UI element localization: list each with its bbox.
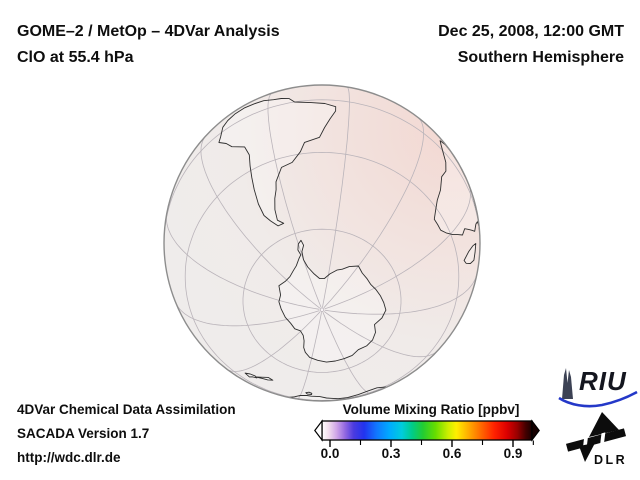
riu-logo-text: RIU — [579, 366, 627, 396]
graticule-lines — [163, 86, 481, 401]
riu-logo-graphic — [558, 368, 638, 408]
colorbar-right-arrow — [531, 419, 540, 442]
plot-region: Southern Hemisphere — [457, 49, 624, 66]
colorbar-scale — [314, 419, 540, 447]
footer-url-label: http://wdc.dlr.de — [17, 450, 121, 465]
colorbar-tick-labels: 0.0 0.3 0.6 0.9 — [314, 446, 548, 462]
globe-disc — [163, 85, 481, 402]
footer-assimilation-label: 4DVar Chemical Data Assimilation — [17, 402, 236, 417]
riu-swoosh-icon — [558, 390, 638, 408]
plot-datetime-block: Dec 25, 2008, 12:00 GMT Southern Hemisph… — [438, 19, 624, 71]
colorbar-tick-label: 0.3 — [381, 446, 401, 461]
colorbar-left-arrow — [314, 419, 323, 442]
colorbar-title: Volume Mixing Ratio [ppbv] — [342, 402, 520, 417]
colorbar-ticks — [329, 440, 534, 447]
colorbar-tick-label: 0.9 — [503, 446, 523, 461]
dlr-top-triangle — [589, 412, 619, 437]
colorbar-gradient-bar — [321, 420, 533, 441]
riu-logo: RIU — [558, 365, 638, 409]
dlr-logo-text: DLR — [594, 453, 628, 467]
dlr-bottom-triangle — [579, 443, 595, 462]
dlr-logo-graphic — [565, 412, 627, 462]
plot-datetime: Dec 25, 2008, 12:00 GMT — [438, 23, 624, 40]
dlr-logo: DLR — [564, 409, 638, 469]
footer-version-label: SACADA Version 1.7 — [17, 426, 150, 441]
colorbar-tick-label: 0.0 — [320, 446, 340, 461]
dlr-band-gap-2 — [600, 432, 606, 445]
plot-title-block: GOME–2 / MetOp – 4DVar Analysis ClO at 5… — [17, 19, 280, 71]
plot-title-line2: ClO at 55.4 hPa — [17, 49, 134, 66]
plot-title-line1: GOME–2 / MetOp – 4DVar Analysis — [17, 23, 280, 40]
cathedral-icon — [562, 368, 573, 399]
colorbar-tick-label: 0.6 — [442, 446, 462, 461]
